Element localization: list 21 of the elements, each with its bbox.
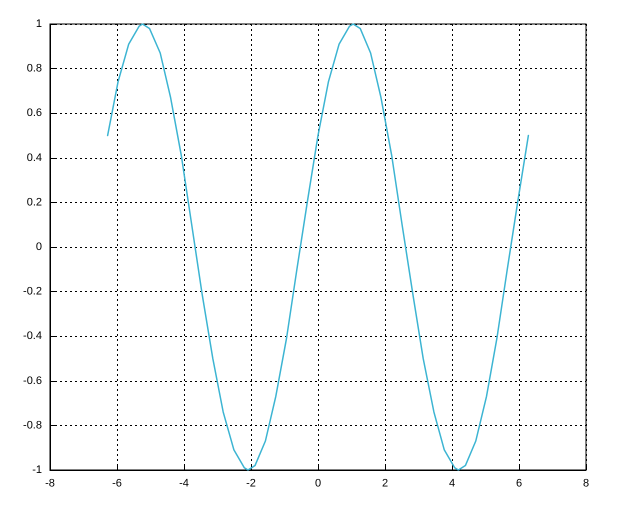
x-tick-label: 8 (582, 478, 590, 490)
x-tick-label: -4 (179, 478, 189, 490)
x-tick-label: 4 (448, 478, 456, 490)
x-tick-label: 2 (382, 478, 388, 490)
y-tick-label: 0.8 (26, 62, 42, 75)
y-tick-label: 0.2 (26, 196, 42, 208)
y-tick-label: 0.6 (26, 107, 42, 120)
y-tick-label: -0.8 (23, 419, 42, 432)
y-tick-label: -1 (32, 464, 42, 476)
y-tick-label: 0.4 (26, 152, 42, 164)
y-tick-label: 0 (36, 241, 42, 253)
x-tick-label: 0 (314, 478, 322, 490)
y-tick-label: 1 (36, 18, 42, 30)
y-tick-label: -0.2 (23, 286, 42, 298)
y-tick-label: -0.6 (23, 374, 42, 387)
x-tick-label: -6 (112, 478, 122, 490)
x-tick-label: 6 (516, 478, 522, 490)
y-tick-label: -0.4 (23, 330, 42, 342)
x-tick-label: -2 (246, 478, 256, 490)
line-series (106, 23, 530, 471)
x-tick-label: -8 (45, 478, 55, 490)
